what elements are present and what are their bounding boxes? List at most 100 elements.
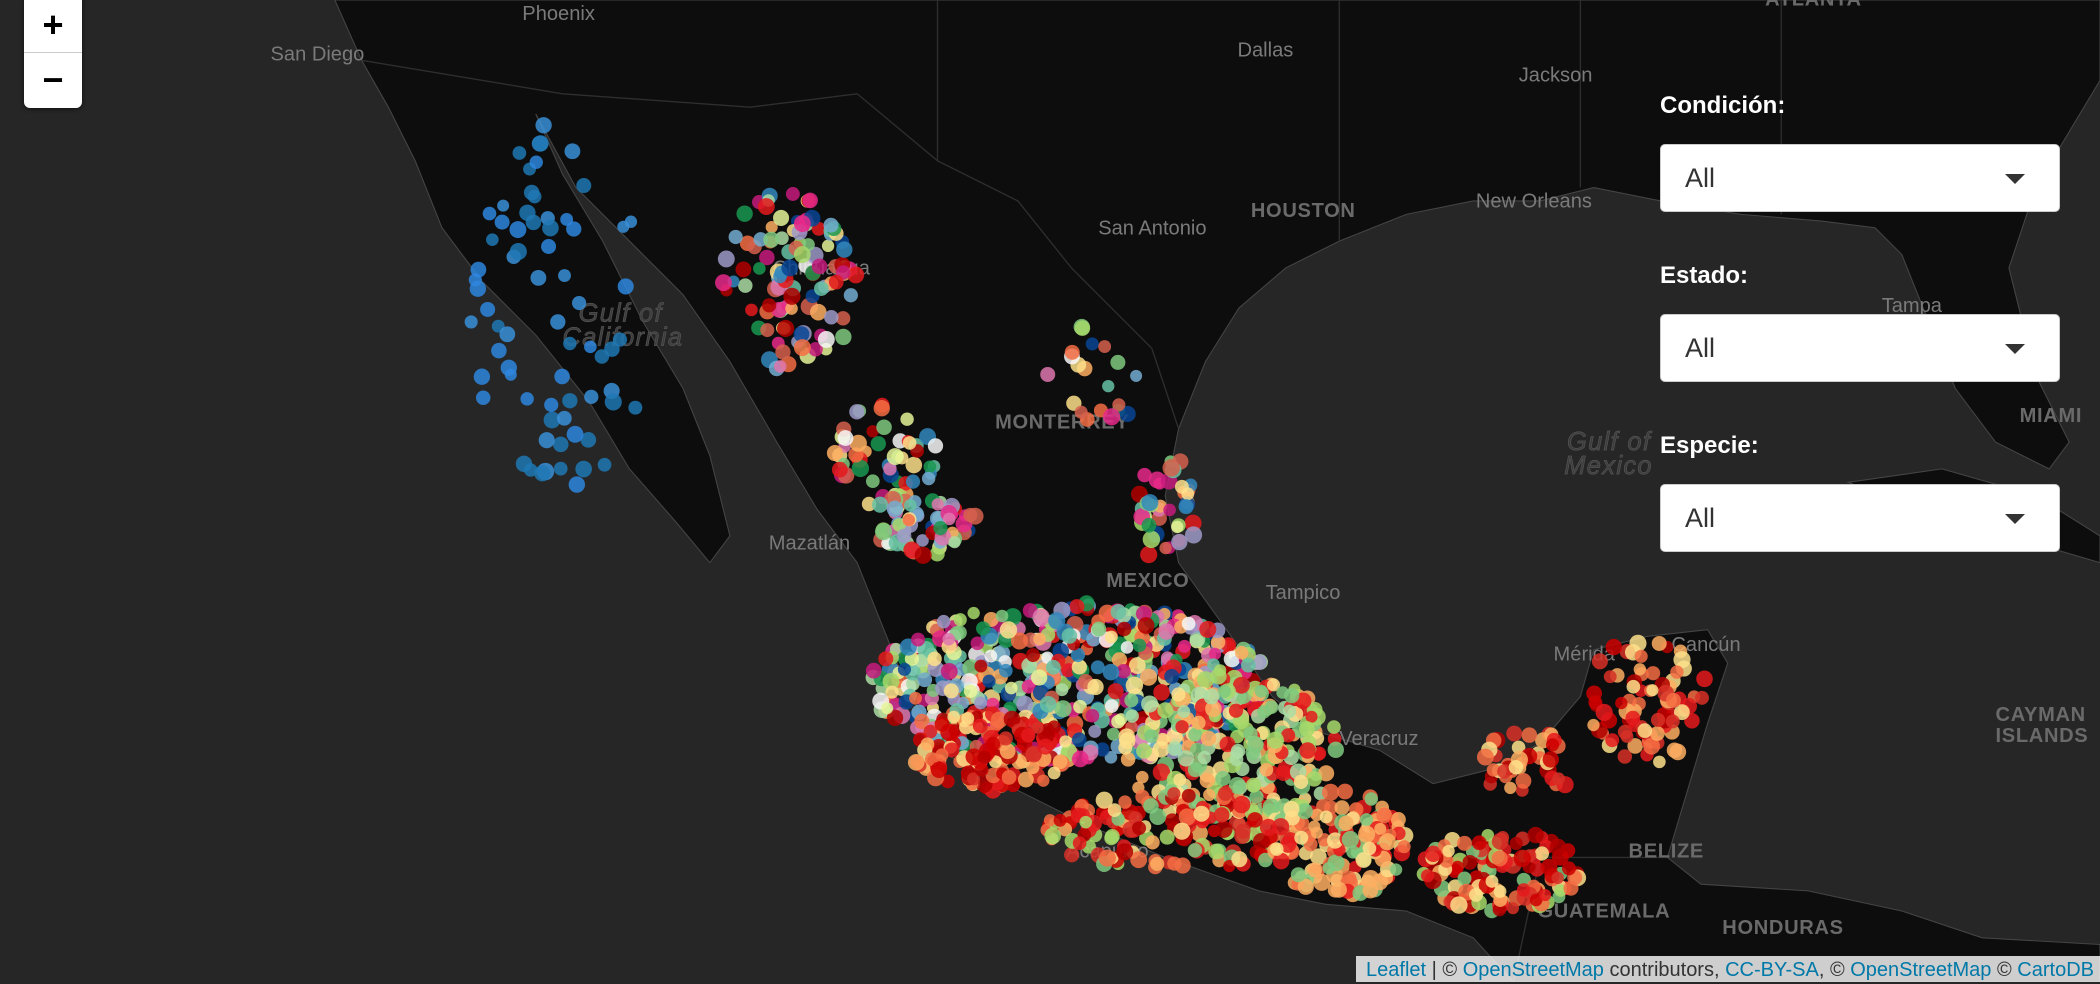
marker (576, 178, 591, 193)
text: , © (1819, 959, 1850, 981)
marker (1031, 669, 1047, 685)
marker (532, 135, 548, 151)
marker (1105, 699, 1119, 713)
filter-select[interactable]: All (1660, 144, 2060, 212)
marker (1652, 636, 1667, 651)
marker (736, 206, 752, 222)
marker (1360, 813, 1373, 826)
select-value: All (1685, 163, 1715, 194)
marker (1086, 709, 1100, 723)
marker (491, 343, 507, 359)
marker (1159, 542, 1171, 554)
link[interactable]: CartoDB (2017, 959, 2094, 981)
zoom-in[interactable]: + (24, 0, 82, 52)
marker (832, 462, 848, 478)
marker (1265, 700, 1279, 714)
zoom-out[interactable]: − (24, 52, 82, 107)
marker (1374, 823, 1386, 835)
marker (829, 275, 844, 290)
marker (1117, 622, 1131, 636)
marker (949, 536, 961, 548)
marker (1177, 705, 1190, 718)
marker (1650, 726, 1665, 741)
marker (1328, 742, 1344, 758)
marker (753, 262, 766, 275)
marker (1546, 738, 1559, 751)
marker (1477, 749, 1494, 766)
zoom-control: + − (24, 0, 82, 108)
filters: Condición: All Estado: All Especie: All (1660, 92, 2060, 602)
marker (1144, 729, 1158, 743)
marker (1510, 837, 1523, 850)
marker (1160, 830, 1175, 845)
marker (954, 613, 967, 626)
link[interactable]: Leaflet (1366, 959, 1426, 981)
marker (1506, 726, 1522, 742)
city-label: Phoenix (522, 3, 595, 25)
marker (812, 259, 828, 275)
marker (474, 369, 490, 385)
marker (1086, 337, 1099, 350)
marker (1141, 494, 1158, 511)
marker (1323, 862, 1335, 874)
link[interactable]: CC-BY-SA (1725, 959, 1819, 981)
marker (824, 310, 838, 324)
marker (1200, 773, 1215, 788)
marker (1291, 867, 1306, 882)
filter-select[interactable]: All (1660, 484, 2060, 552)
marker (565, 143, 581, 159)
marker (915, 547, 932, 564)
marker (933, 521, 947, 535)
marker (1044, 828, 1061, 845)
marker (1046, 660, 1061, 675)
marker (1637, 723, 1652, 738)
marker (584, 390, 598, 404)
marker (963, 508, 977, 522)
link[interactable]: OpenStreetMap (1463, 959, 1604, 981)
marker (1153, 741, 1170, 758)
marker (1173, 823, 1190, 840)
marker (775, 344, 790, 359)
text: © (1991, 959, 2017, 981)
marker (974, 660, 987, 673)
marker (1363, 883, 1379, 899)
marker (560, 213, 573, 226)
marker (1627, 680, 1641, 694)
marker (1231, 851, 1247, 867)
marker (1653, 756, 1666, 769)
city-label: CAYMAN (1996, 704, 2086, 726)
marker (1005, 682, 1018, 695)
filter-select[interactable]: All (1660, 314, 2060, 382)
marker (1695, 691, 1709, 705)
marker (1322, 784, 1339, 801)
marker (1203, 789, 1215, 801)
marker (978, 751, 991, 764)
marker (927, 652, 941, 666)
marker (924, 460, 937, 473)
marker (509, 221, 526, 238)
marker (836, 241, 852, 257)
marker (1646, 666, 1660, 680)
marker (1338, 816, 1353, 831)
marker (1002, 770, 1017, 785)
marker (1463, 855, 1478, 870)
select-value: All (1685, 503, 1715, 534)
marker (520, 392, 533, 405)
marker (909, 692, 922, 705)
marker (1297, 803, 1313, 819)
marker (499, 326, 515, 342)
marker (844, 288, 858, 302)
marker (1342, 831, 1359, 848)
marker (1606, 639, 1622, 655)
marker (922, 472, 935, 485)
marker (1059, 735, 1071, 747)
marker (495, 215, 510, 230)
marker (1075, 320, 1091, 336)
marker (1670, 665, 1683, 678)
link[interactable]: OpenStreetMap (1850, 959, 1991, 981)
marker (996, 610, 1009, 623)
marker (932, 498, 944, 510)
marker (1539, 889, 1551, 901)
marker (745, 304, 758, 317)
marker (866, 663, 882, 679)
